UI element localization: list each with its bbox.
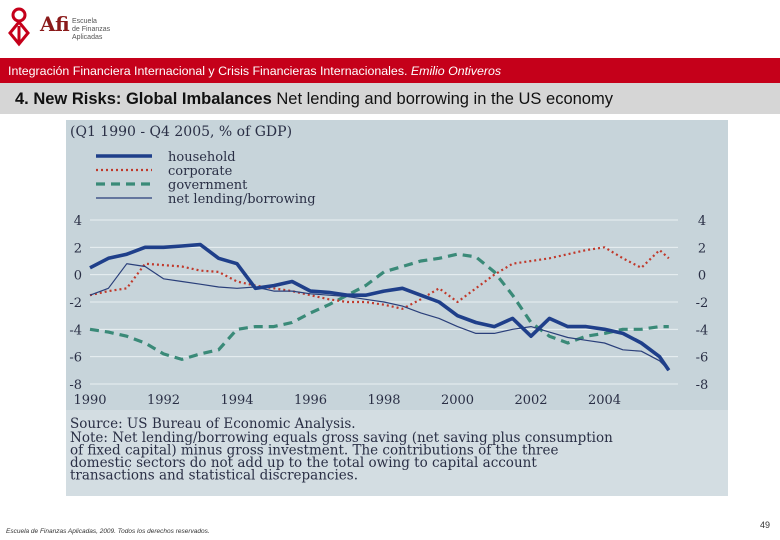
x-tick-7: 2004 <box>588 393 621 408</box>
y-tick-left-1: 2 <box>74 241 82 256</box>
legend-label-3: net lending/borrowing <box>168 192 316 207</box>
series-line-government <box>89 252 669 361</box>
x-tick-1: 1992 <box>147 393 180 408</box>
course-name: Integración Financiera Internacional y C… <box>8 64 408 78</box>
y-axis-left: 4 2 0 -2 -4 -6 -8 <box>69 214 82 393</box>
series-line-net-lending-borrowing <box>89 263 670 371</box>
chart-svg: (Q1 1990 - Q4 2005, % of GDP) householdc… <box>66 120 728 496</box>
course-title: Integración Financiera Internacional y C… <box>8 64 501 78</box>
y-tick-right-0: 4 <box>698 214 706 229</box>
y-tick-left-4: -4 <box>69 323 82 338</box>
x-tick-0: 1990 <box>73 393 106 408</box>
logo-subtitle: Escuela de Finanzas Aplicadas <box>72 18 132 42</box>
logo-sub-line-1: Escuela <box>72 18 97 25</box>
y-tick-right-1: 2 <box>698 241 706 256</box>
x-tick-5: 2000 <box>441 393 474 408</box>
x-tick-3: 1996 <box>294 393 327 408</box>
y-tick-right-5: -6 <box>696 351 709 366</box>
chart-series <box>89 242 671 372</box>
series-line-corporate <box>89 246 670 310</box>
y-tick-left-2: 0 <box>74 269 82 284</box>
y-tick-left-5: -6 <box>69 351 82 366</box>
legend-label-1: corporate <box>168 164 233 179</box>
x-tick-4: 1998 <box>367 393 400 408</box>
series-line-household <box>89 242 671 372</box>
logo-text: Afi <box>40 12 70 36</box>
note-line-1: of fixed capital) minus gross investment… <box>70 443 559 459</box>
afi-logo-icon <box>8 7 30 47</box>
course-header-bar: Integración Financiera Internacional y C… <box>0 58 780 83</box>
afi-logo: Afi Escuela de Finanzas Aplicadas <box>6 6 126 52</box>
y-tick-left-6: -8 <box>69 378 82 393</box>
chart-note-panel <box>66 410 728 496</box>
slide-title-bold: 4. New Risks: Global Imbalances <box>15 90 272 108</box>
y-tick-left-0: 4 <box>74 214 82 229</box>
y-tick-right-3: -2 <box>696 296 709 311</box>
chart-title: (Q1 1990 - Q4 2005, % of GDP) <box>70 124 292 140</box>
y-tick-right-2: 0 <box>698 269 706 284</box>
note-line-2: domestic sectors do not add up to the to… <box>70 455 537 471</box>
footer-copyright: Escuela de Finanzas Aplicadas, 2009. Tod… <box>6 528 210 535</box>
x-tick-2: 1994 <box>220 393 253 408</box>
x-axis: 1990 1992 1994 1996 1998 2000 2002 2004 <box>73 393 621 408</box>
logo-sub-line-2: de Finanzas <box>72 26 111 33</box>
chart-figure: (Q1 1990 - Q4 2005, % of GDP) household c… <box>66 120 728 496</box>
chart-source: Source: US Bureau of Economic Analysis. <box>70 416 356 432</box>
slide-title-bar: 4. New Risks: Global Imbalances Net lend… <box>0 83 780 114</box>
page-number: 49 <box>760 520 771 530</box>
note-line-3: transactions and statistical discrepanci… <box>70 468 358 484</box>
legend-label-0: household <box>168 150 236 165</box>
y-axis-right: 4 2 0 -2 -4 -6 -8 <box>696 214 709 393</box>
logo-sub-line-3: Aplicadas <box>72 34 103 41</box>
chart-note: Note: Net lending/borrowing equals gross… <box>70 430 613 484</box>
x-tick-6: 2002 <box>514 393 547 408</box>
y-tick-right-6: -8 <box>696 378 709 393</box>
slide-title: 4. New Risks: Global Imbalances Net lend… <box>15 90 613 109</box>
slide-title-rest: Net lending and borrowing in the US econ… <box>271 90 613 108</box>
course-author: Emilio Ontiveros <box>410 64 502 78</box>
legend-label-2: government <box>168 178 248 193</box>
note-line-0: Note: Net lending/borrowing equals gross… <box>70 430 613 446</box>
y-tick-left-3: -2 <box>69 296 82 311</box>
y-tick-right-4: -4 <box>696 323 709 338</box>
